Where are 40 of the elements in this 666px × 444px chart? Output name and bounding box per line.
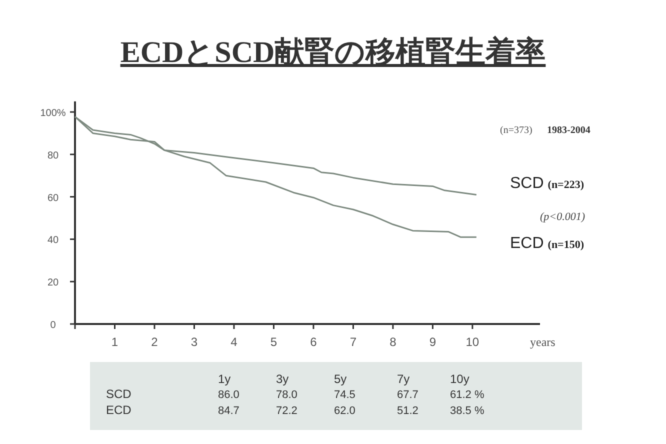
y-tick-label: 60 xyxy=(47,192,59,204)
text: ECD xyxy=(106,403,132,417)
x-tick-label: 1 xyxy=(111,335,118,349)
text: 67.7 xyxy=(397,389,418,401)
text: SCD (n=223) xyxy=(510,175,584,192)
x-tick-label: 8 xyxy=(390,335,397,349)
text: SCD xyxy=(106,387,132,401)
x-tick-label: 5 xyxy=(270,335,278,349)
text: 10y xyxy=(450,372,470,386)
chart-title: ECDとSCD献腎の移植腎生着率 xyxy=(120,35,546,69)
y-tick-label: 40 xyxy=(47,235,59,246)
x-tick-label: 6 xyxy=(310,335,318,349)
text: 38.5 % xyxy=(450,405,484,417)
x-tick-label: 9 xyxy=(429,335,436,349)
y-tick-label: 100% xyxy=(40,108,66,119)
text: 86.0 xyxy=(218,389,240,401)
text: 7y xyxy=(397,372,410,386)
annotation: (n=373) xyxy=(500,125,532,136)
x-tick-label: 4 xyxy=(230,335,238,349)
x-tick-label: 10 xyxy=(466,335,480,349)
text: 61.2 % xyxy=(450,389,484,401)
y-tick-label: 0 xyxy=(50,320,56,331)
text: 78.0 xyxy=(276,389,298,401)
x-tick-label: 2 xyxy=(151,335,158,349)
text: 1983-2004 xyxy=(547,125,590,136)
x-axis-title: years xyxy=(530,335,556,349)
y-tick-label: 20 xyxy=(47,278,59,289)
text: 62.0 xyxy=(334,405,356,417)
text: 5y xyxy=(334,372,347,386)
text: 3y xyxy=(276,372,289,386)
text: ECD (n=150) xyxy=(510,235,584,252)
text: (p<0.001) xyxy=(540,211,586,223)
x-tick-label: 7 xyxy=(350,335,357,349)
text: 51.2 xyxy=(397,405,418,417)
y-tick-label: 80 xyxy=(47,150,59,162)
text: 84.7 xyxy=(218,405,240,417)
x-tick-label: 3 xyxy=(190,335,198,349)
text: 72.2 xyxy=(276,405,298,417)
text: 74.5 xyxy=(334,389,356,401)
text: 1y xyxy=(218,372,231,386)
